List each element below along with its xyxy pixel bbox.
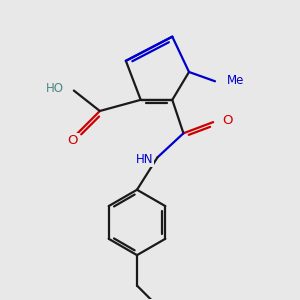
Text: HN: HN <box>136 153 153 166</box>
Text: O: O <box>222 114 233 127</box>
Text: HO: HO <box>45 82 63 95</box>
Text: Me: Me <box>227 74 244 87</box>
Text: O: O <box>68 134 78 147</box>
